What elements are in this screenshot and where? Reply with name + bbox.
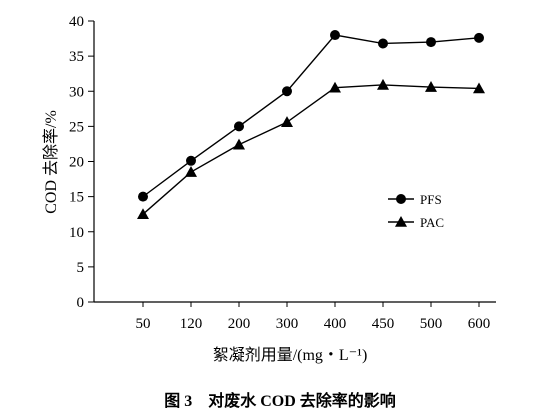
axis-ticks: 0 5 10 15 20 25 30 35 40 50 120 200 300 400 450 500 600 — [69, 14, 490, 332]
series-pac — [137, 78, 485, 219]
legend-label: PFS — [420, 192, 442, 207]
data-point-pfs — [138, 191, 148, 202]
y-tick-label: 0 — [77, 295, 85, 311]
data-point-pfs — [426, 37, 436, 48]
data-point-pfs — [330, 30, 340, 41]
legend-marker-pac — [395, 216, 407, 227]
x-tick-label: 200 — [228, 316, 251, 332]
legend: PFS PAC — [388, 192, 444, 230]
data-point-pfs — [186, 155, 196, 166]
y-tick-label: 30 — [69, 84, 84, 100]
data-point-pac — [281, 116, 293, 127]
series-line-pfs — [142, 34, 480, 198]
y-axis-title: COD 去除率/% — [42, 110, 60, 214]
series-layer — [137, 30, 485, 219]
series-pfs — [138, 30, 484, 202]
legend-marker-pfs — [396, 194, 406, 204]
y-tick-label: 15 — [69, 190, 84, 206]
y-tick-label: 10 — [69, 225, 84, 241]
legend-label: PAC — [420, 215, 444, 230]
y-tick-label: 5 — [77, 260, 85, 276]
y-tick-label: 35 — [69, 49, 84, 65]
x-tick-label: 50 — [136, 316, 151, 332]
legend-item-pac: PAC — [388, 215, 444, 230]
data-point-pfs — [282, 86, 292, 97]
x-tick-label: 600 — [468, 316, 491, 332]
data-point-pac — [185, 166, 197, 177]
y-tick-label: 40 — [69, 14, 84, 30]
x-tick-label: 450 — [372, 316, 395, 332]
figure-caption: 图 3 对废水 COD 去除率的影响 — [164, 391, 396, 410]
data-point-pfs — [378, 38, 388, 49]
y-tick-label: 20 — [69, 155, 84, 171]
x-axis-title: 絮凝剂用量/(mg・L⁻¹) — [213, 346, 368, 364]
data-point-pfs — [474, 32, 484, 43]
data-point-pfs — [234, 121, 244, 132]
x-tick-label: 120 — [180, 316, 203, 332]
y-tick-label: 25 — [69, 119, 84, 135]
data-point-pac — [137, 208, 149, 219]
data-point-pac — [425, 81, 437, 92]
data-point-pac — [329, 81, 341, 93]
data-point-pac — [377, 78, 389, 90]
x-tick-label: 300 — [276, 316, 299, 332]
legend-item-pfs: PFS — [388, 192, 442, 207]
x-tick-label: 500 — [420, 316, 443, 332]
series-line-pac — [142, 84, 480, 215]
data-point-pac — [233, 138, 245, 150]
data-point-pac — [473, 82, 485, 94]
chart-axes — [93, 21, 496, 303]
x-tick-label: 400 — [324, 316, 347, 332]
